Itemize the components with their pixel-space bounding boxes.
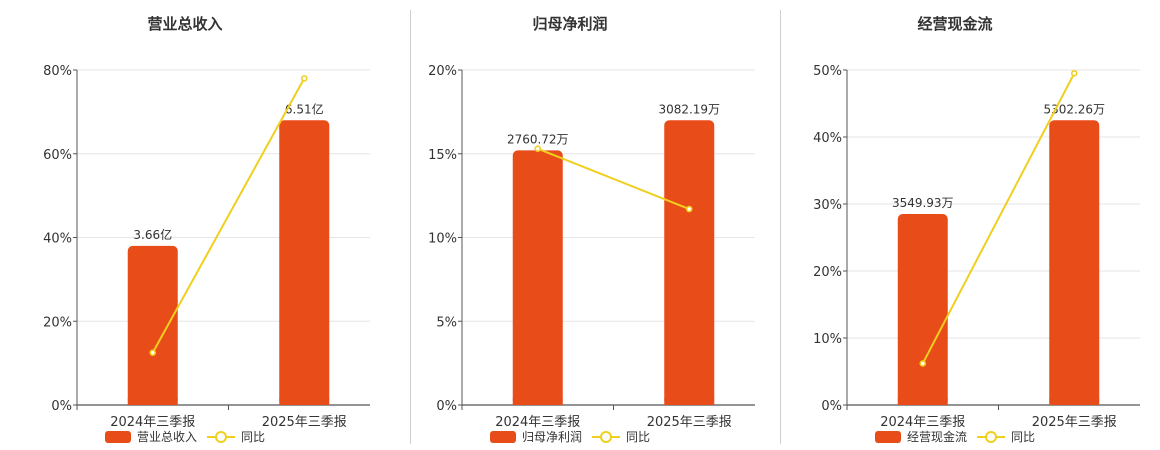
bar-data-label: 3082.19万 (658, 102, 720, 116)
chart-svg: 0% 10% 20% 30% 40% 50% 3549.93万 5302.26万 2024年三季… (813, 64, 1140, 430)
bar-base (279, 399, 330, 405)
y-tick-label: 0% (436, 399, 457, 414)
legend-bar-swatch (104, 430, 131, 443)
bar-data-label: 3.66亿 (133, 227, 172, 242)
chart-panel-cash-flow: 经营现金流 0% 10% 20% 30% 40% 50% 3549.93万 5302.26万 2… (770, 0, 1140, 450)
legend: 经营现金流 同比 (770, 428, 1140, 445)
legend-line-label: 同比 (626, 430, 651, 444)
legend-bar-label: 营业总收入 (136, 430, 197, 444)
bar-data-label: 6.51亿 (285, 101, 324, 116)
bar-data-label: 3549.93万 (892, 196, 954, 210)
x-tick-label: 2024年三季报 (495, 415, 580, 430)
bar-base (897, 399, 948, 405)
legend-line-swatch (207, 430, 235, 443)
chart-svg: 0% 20% 40% 60% 80% 3.66亿 6.51亿 2024年三季报 2025年三季报 (43, 64, 370, 430)
panel-divider (780, 10, 781, 444)
bar-data-label: 5302.26万 (1043, 102, 1105, 116)
y-tick-label: 40% (43, 232, 72, 247)
bar-data-label: 2760.72万 (507, 132, 569, 146)
y-tick-label: 0% (821, 399, 842, 414)
chart-panel-revenue: 营业总收入 0% 20% 40% 60% 80% 3.66亿 6.51亿 2024年三季报 20… (0, 0, 370, 450)
y-tick-label: 10% (428, 232, 457, 247)
bar-base (664, 399, 715, 405)
line-series (537, 147, 690, 210)
y-tick-label: 20% (428, 64, 457, 79)
y-tick-label: 15% (428, 148, 457, 163)
line-point (149, 349, 157, 356)
bar-base (1049, 399, 1100, 405)
chart-title: 营业总收入 (147, 15, 223, 33)
line-series (921, 72, 1076, 364)
bar (512, 150, 563, 405)
line-point (534, 145, 542, 153)
line-point (300, 75, 308, 82)
x-tick-label: 2024年三季报 (110, 415, 195, 430)
legend-line-label: 同比 (241, 430, 266, 444)
y-tick-label: 60% (43, 148, 72, 163)
y-tick-label: 50% (813, 64, 842, 79)
y-tick-label: 20% (43, 315, 72, 330)
x-tick-label: 2025年三季报 (1032, 415, 1117, 430)
chart-title: 经营现金流 (917, 15, 993, 33)
line-series (151, 77, 306, 354)
bar (1049, 120, 1100, 405)
x-tick-label: 2024年三季报 (880, 415, 965, 430)
line-point (919, 360, 927, 367)
y-tick-label: 80% (43, 64, 72, 79)
y-tick-label: 40% (813, 131, 842, 146)
x-tick-label: 2025年三季报 (647, 415, 732, 430)
legend-bar-swatch (489, 430, 516, 443)
legend-bar-swatch (874, 430, 901, 443)
chart-panel-net-profit: 归母净利润 0% 5% 10% 15% 20% 2760.72万 3082.19万 2024年… (385, 0, 755, 450)
y-tick-label: 10% (813, 332, 842, 347)
panel-divider (410, 10, 411, 444)
line-point (1070, 70, 1078, 77)
y-tick-label: 0% (51, 399, 72, 414)
bar (127, 245, 178, 405)
legend-line-swatch (592, 430, 620, 443)
chart-svg: 0% 5% 10% 15% 20% 2760.72万 3082.19万 2024年三季报 202… (428, 64, 755, 430)
legend-line-swatch (977, 430, 1005, 443)
y-tick-label: 5% (436, 315, 457, 330)
legend-bar-label: 经营现金流 (906, 430, 967, 444)
x-tick-label: 2025年三季报 (262, 415, 347, 430)
legend: 营业总收入 同比 (0, 428, 370, 445)
legend-bar-label: 归母净利润 (521, 430, 582, 444)
y-tick-label: 20% (813, 265, 842, 280)
bar-base (512, 399, 563, 405)
y-tick-label: 30% (813, 198, 842, 213)
bar (279, 120, 330, 405)
legend-line-label: 同比 (1011, 430, 1036, 444)
line-point (685, 205, 693, 213)
bar (897, 214, 948, 405)
chart-title: 归母净利润 (532, 15, 608, 33)
bar (664, 120, 715, 405)
bar-base (127, 399, 178, 405)
legend: 归母净利润 同比 (385, 428, 755, 445)
